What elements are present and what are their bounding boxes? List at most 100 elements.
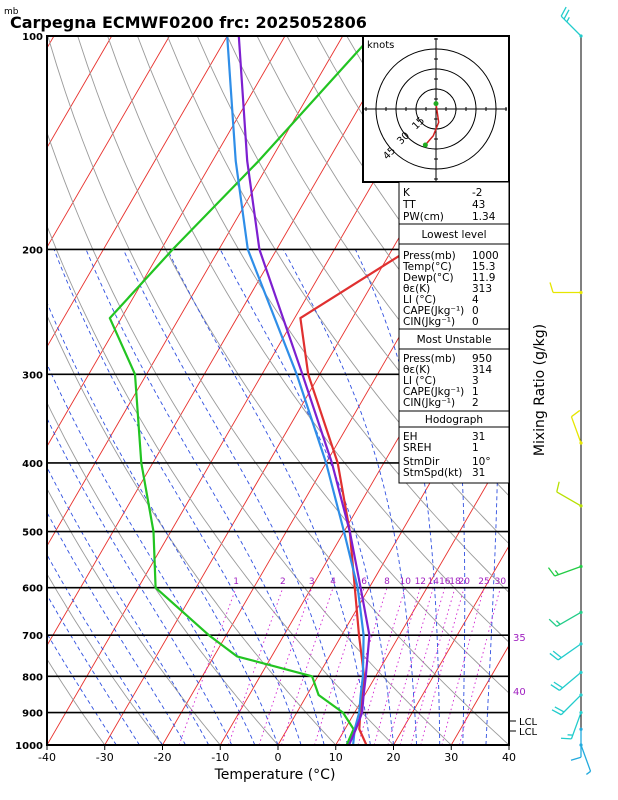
- moist-adiabat: [47, 466, 210, 745]
- mixing-ratio-label: 3: [309, 577, 315, 587]
- wind-barb: [547, 564, 583, 577]
- ho-label-0: EH: [403, 431, 418, 443]
- wind-barb-dot: [579, 743, 583, 747]
- mixing-ratio-label: 20: [458, 577, 470, 587]
- wind-barb-flag: [570, 756, 582, 761]
- wind-barb-dot: [579, 727, 583, 731]
- pressure-tick-label: 1000: [15, 741, 43, 752]
- ll-value-1: 15.3: [472, 261, 495, 273]
- profile-series-0: [299, 167, 509, 745]
- mixing-ratio-line: [258, 587, 313, 745]
- ll-label-6: CIN(Jkg⁻¹): [403, 316, 455, 328]
- isotherm-line: [393, 544, 509, 745]
- ll-label-4: LI (°C): [403, 294, 436, 306]
- moist-adiabat: [47, 594, 140, 745]
- wind-barb-flag: [550, 684, 560, 691]
- wind-barb-staff: [580, 744, 592, 772]
- moist-adiabat: [282, 249, 418, 745]
- x-tick-label: 10: [329, 751, 343, 764]
- wind-barb-dot: [579, 564, 583, 569]
- dry-adiabat: [47, 36, 509, 745]
- y-axis: 100 200 300 400 500 600 700 800 900 1000: [15, 32, 43, 752]
- mixing-ratio-label: 2: [280, 577, 286, 587]
- indices-box: [398, 181, 510, 225]
- most-unstable-header: Most Unstable: [417, 334, 492, 346]
- ho-label-1: SREH: [403, 442, 432, 454]
- k-value: -2: [472, 187, 482, 199]
- moist-adiabat: [47, 553, 163, 745]
- wind-barb-dot: [579, 34, 583, 38]
- ll-value-2: 11.9: [472, 272, 495, 284]
- wind-barb-flag: [571, 409, 581, 418]
- ll-value-4: 4: [472, 294, 479, 306]
- isotherm-line: [47, 36, 113, 149]
- ho-label-3: StmSpd(kt): [403, 467, 462, 479]
- wind-barb: [570, 727, 583, 761]
- isotherm-line: [47, 36, 228, 348]
- pw-value: 1.34: [472, 211, 496, 223]
- x-tick-label: 40: [502, 751, 516, 764]
- mu-label-1: θε(K): [403, 364, 430, 376]
- dry-adiabat: [47, 131, 452, 745]
- most-unstable-box: [398, 328, 510, 412]
- wind-barb-staff: [554, 565, 582, 577]
- ll-value-3: 313: [472, 283, 492, 295]
- pressure-tick-label: 600: [22, 584, 43, 595]
- dry-adiabat: [166, 36, 509, 545]
- wind-barb-dot: [579, 290, 583, 295]
- mu-value-3: 1: [472, 386, 479, 398]
- mixing-ratio-label: 18: [449, 577, 461, 587]
- x-axis-title: Temperature (°C): [214, 767, 336, 783]
- dry-adiabat: [137, 36, 509, 594]
- wind-barb-half: [586, 770, 591, 775]
- wind-barb-half: [566, 16, 570, 23]
- ho-value-0: 31: [472, 431, 485, 443]
- wind-barb-staff: [556, 611, 582, 627]
- ll-label-2: Dewp(°C): [403, 272, 454, 284]
- pressure-tick-label: 700: [22, 631, 43, 642]
- mixing-ratio-label: 30: [495, 577, 507, 587]
- wind-barb-staff: [559, 671, 582, 691]
- wind-barb-flag: [563, 9, 570, 20]
- ll-value-5: 0: [472, 305, 479, 317]
- hodo-start-marker: [433, 101, 439, 107]
- mu-value-0: 950: [472, 353, 492, 365]
- dry-adiabat: [226, 36, 509, 450]
- mu-label-4: CIN(Jkg⁻¹): [403, 397, 455, 409]
- mixing-ratio-label: 4: [330, 577, 336, 587]
- moist-adiabat: [219, 249, 394, 745]
- wind-barb-flag: [560, 6, 567, 17]
- wind-barb-flag: [548, 618, 558, 627]
- mixing-ratio-label: 16: [439, 577, 451, 587]
- wind-barb-dot: [579, 693, 583, 697]
- wind-barb-staff: [560, 15, 582, 37]
- wind-barb-flag: [553, 681, 563, 689]
- mixing-ratio-line: [338, 587, 388, 745]
- ll-value-0: 1000: [472, 250, 499, 262]
- mixing-ratio-label: 10: [399, 577, 411, 587]
- wind-barb-half: [554, 570, 559, 576]
- pressure-tick-label: 500: [22, 528, 43, 539]
- dry-adiabat: [47, 314, 337, 745]
- mu-label-2: LI (°C): [403, 375, 436, 387]
- hodo-trace: [424, 103, 440, 146]
- y-axis-title: Mixing Ratio (g/kg): [532, 324, 548, 456]
- wind-barb: [548, 610, 583, 627]
- ll-label-5: CAPE(Jkg⁻¹): [403, 305, 464, 317]
- k-label: K: [403, 187, 411, 199]
- pressure-tick-label: 400: [22, 459, 43, 470]
- wind-barb-flag: [547, 567, 556, 577]
- pressure-tick-label: 300: [22, 370, 43, 381]
- pw-label: PW(cm): [403, 211, 444, 223]
- pressure-tick-label: 900: [22, 709, 43, 720]
- mu-value-1: 314: [472, 364, 492, 376]
- wind-barb: [579, 743, 592, 775]
- dry-adiabat: [107, 36, 509, 643]
- wind-barb: [570, 409, 583, 445]
- dry-adiabat: [47, 573, 163, 745]
- x-tick-label: -30: [96, 751, 114, 764]
- ho-value-1: 1: [472, 442, 479, 454]
- profile-lines: [108, 36, 509, 745]
- isotherm-label-35: 35: [513, 633, 526, 644]
